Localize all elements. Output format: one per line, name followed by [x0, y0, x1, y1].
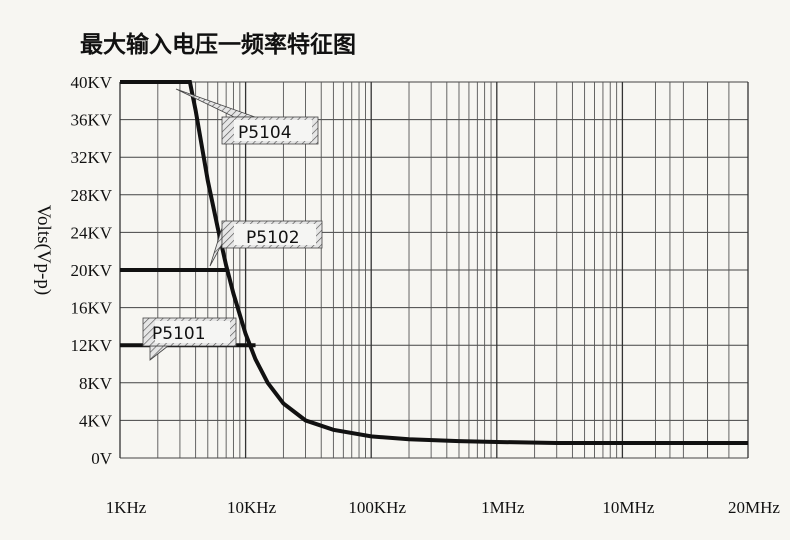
x-tick-label: 10MHz	[602, 498, 654, 517]
y-tick-labels: 40KV 36KV 32KV 28KV 24KV 20KV 16KV 12KV 8KV 4KV 0V	[70, 73, 112, 468]
callout-pointer	[149, 345, 170, 361]
y-tick-label: 36KV	[70, 111, 112, 130]
y-tick-label: 24KV	[70, 223, 112, 242]
callout-label-p5104: P5104	[238, 123, 292, 143]
x-tick-label: 10KHz	[227, 498, 277, 517]
y-tick-label: 16KV	[70, 299, 112, 318]
y-tick-label: 40KV	[70, 73, 112, 92]
x-tick-labels: 1KHz 10KHz 100KHz 1MHz 10MHz 20MHz	[106, 498, 781, 517]
callout-pointer	[175, 88, 256, 118]
y-tick-label: 0V	[91, 449, 113, 468]
x-tick-label: 1KHz	[106, 498, 147, 517]
callout-label-bg	[155, 321, 230, 343]
y-tick-label: 32KV	[70, 148, 112, 167]
callout-label-bg	[234, 120, 312, 141]
callout-label-p5102: P5102	[246, 228, 300, 248]
y-axis-label: Volts(Vp-p)	[33, 205, 54, 295]
x-tick-label: 1MHz	[481, 498, 525, 517]
callout-pointer	[209, 227, 223, 267]
callout-label-bg	[234, 224, 316, 245]
y-tick-label: 20KV	[70, 261, 112, 280]
callout-label-p5101: P5101	[152, 324, 206, 344]
y-tick-label: 4KV	[79, 411, 113, 430]
y-tick-label: 12KV	[70, 336, 112, 355]
max-voltage-curve	[120, 80, 748, 445]
x-tick-label: 100KHz	[348, 498, 406, 517]
y-tick-label: 8KV	[79, 374, 113, 393]
chart-title: 最大输入电压一频率特征图	[80, 31, 356, 58]
series-callouts: P5104 P5102 P5101	[142, 88, 323, 361]
x-tick-label: 20MHz	[728, 498, 780, 517]
y-tick-label: 28KV	[70, 186, 112, 205]
